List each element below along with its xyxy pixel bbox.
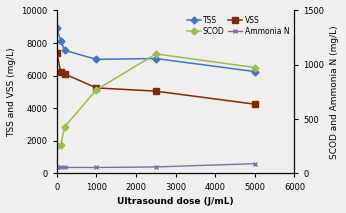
SCOD: [253, 66, 257, 69]
VSS: [55, 52, 59, 54]
TSS: [63, 49, 67, 52]
Line: VSS: VSS: [54, 50, 258, 107]
Ammonia N: [55, 166, 59, 169]
Ammonia N: [94, 166, 99, 169]
VSS: [94, 87, 99, 89]
Ammonia N: [154, 166, 158, 168]
Ammonia N: [63, 166, 67, 169]
Y-axis label: SCOD and Ammonia N (mg/L): SCOD and Ammonia N (mg/L): [330, 25, 339, 159]
TSS: [253, 70, 257, 73]
Y-axis label: TSS and VSS (mg/L): TSS and VSS (mg/L): [7, 47, 16, 137]
TSS: [94, 58, 99, 61]
Ammonia N: [253, 163, 257, 165]
X-axis label: Ultrasound dose (J/mL): Ultrasound dose (J/mL): [117, 197, 234, 206]
Line: SCOD: SCOD: [54, 52, 257, 149]
SCOD: [59, 144, 63, 147]
Legend: TSS, SCOD, VSS, Ammonia N: TSS, SCOD, VSS, Ammonia N: [185, 14, 291, 38]
TSS: [59, 39, 63, 42]
VSS: [253, 103, 257, 105]
SCOD: [154, 53, 158, 55]
SCOD: [94, 89, 99, 91]
Line: TSS: TSS: [54, 26, 257, 74]
SCOD: [55, 145, 59, 148]
Line: Ammonia N: Ammonia N: [54, 161, 257, 170]
TSS: [154, 57, 158, 60]
VSS: [63, 73, 67, 75]
TSS: [55, 27, 59, 30]
SCOD: [63, 125, 67, 128]
VSS: [154, 90, 158, 92]
VSS: [59, 71, 63, 74]
Ammonia N: [59, 166, 63, 169]
